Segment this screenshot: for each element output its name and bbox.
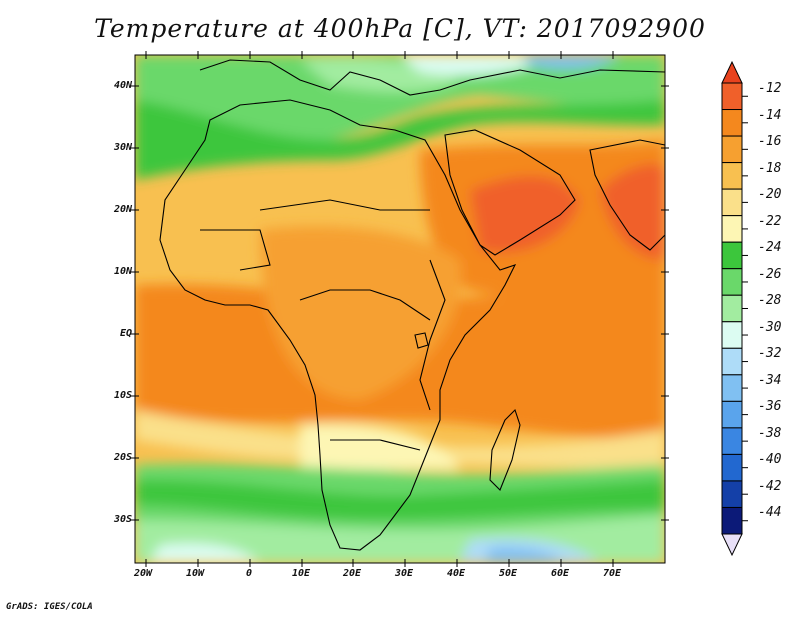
border-south xyxy=(330,439,421,451)
lon-label: 50E xyxy=(499,568,518,579)
map-title: Temperature at 400hPa [C], VT: 201709290… xyxy=(94,14,706,43)
colorbar-bottom-triangle xyxy=(721,533,743,557)
colorbar-label: -30 xyxy=(758,319,782,335)
colorbar-swatch xyxy=(721,135,743,164)
colorbar-label: -24 xyxy=(758,240,782,256)
lake-victoria xyxy=(414,332,429,349)
lat-label: 30S xyxy=(113,514,132,525)
colorbar-label: -40 xyxy=(758,452,782,468)
lon-label: 20W xyxy=(134,568,153,579)
grads-credit: GrADS: IGES/COLA xyxy=(6,602,93,612)
border-sahara xyxy=(259,199,430,211)
colorbar-top-triangle xyxy=(721,60,743,84)
lat-ticks xyxy=(131,85,669,521)
lat-label: 10N xyxy=(113,266,132,277)
lat-label: 20S xyxy=(113,452,132,463)
colorbar-swatch xyxy=(721,347,743,376)
colorbar-label: -18 xyxy=(758,160,782,176)
colorbar-label: -42 xyxy=(758,478,782,494)
map-frame xyxy=(134,54,666,564)
colorbar-label: -22 xyxy=(758,213,782,229)
colorbar-label: -44 xyxy=(758,505,782,521)
lat-label: 40N xyxy=(113,80,132,91)
lon-label: 30E xyxy=(395,568,414,579)
colorbar-swatch xyxy=(721,82,743,111)
border-west xyxy=(200,229,271,271)
colorbar xyxy=(721,60,748,557)
colorbar-swatch xyxy=(721,506,743,535)
colorbar-label: -20 xyxy=(758,187,782,203)
africa-coastline xyxy=(159,99,517,551)
colorbar-label: -12 xyxy=(758,81,782,96)
colorbar-label: -14 xyxy=(758,107,782,123)
lat-label: EQ xyxy=(119,328,132,339)
lon-label: 10W xyxy=(186,568,205,579)
lon-label: 0 xyxy=(246,568,253,579)
colorbar-swatch xyxy=(721,241,743,270)
colorbar-label: -36 xyxy=(758,399,782,415)
arabian-peninsula xyxy=(444,129,576,256)
colorbar-label: -16 xyxy=(758,134,782,150)
colorbar-label: -38 xyxy=(758,425,782,441)
madagascar xyxy=(489,408,521,491)
colorbar-swatch xyxy=(721,162,743,190)
colorbar-label: -26 xyxy=(758,266,782,282)
colorbar-swatch xyxy=(721,480,743,508)
lon-label: 20E xyxy=(343,568,362,579)
coastlines xyxy=(159,59,665,551)
lon-label: 70E xyxy=(603,568,622,579)
europe-coast xyxy=(199,59,665,96)
colorbar-swatch xyxy=(721,321,743,349)
colorbar-swatch xyxy=(721,294,743,323)
lat-label: 20N xyxy=(113,204,132,215)
colorbar-swatch xyxy=(721,109,743,137)
temperature-field xyxy=(135,55,665,563)
colorbar-swatch xyxy=(721,374,743,402)
lon-label: 40E xyxy=(447,568,466,579)
border-east xyxy=(419,259,446,411)
colorbar-swatch xyxy=(721,400,743,429)
colorbar-label: -28 xyxy=(758,293,782,309)
colorbar-swatch xyxy=(721,215,743,243)
lon-label: 10E xyxy=(292,568,311,579)
colorbar-label: -34 xyxy=(758,372,782,388)
colorbar-swatch xyxy=(721,188,743,217)
lon-label: 60E xyxy=(551,568,570,579)
india xyxy=(589,139,665,251)
border-central xyxy=(299,289,431,321)
lat-label: 30N xyxy=(113,142,132,153)
lat-label: 10S xyxy=(113,390,132,401)
colorbar-label: -32 xyxy=(758,346,782,362)
colorbar-swatch xyxy=(721,453,743,482)
colorbar-swatch xyxy=(721,268,743,296)
lon-ticks xyxy=(145,51,614,567)
colorbar-swatch xyxy=(721,427,743,455)
